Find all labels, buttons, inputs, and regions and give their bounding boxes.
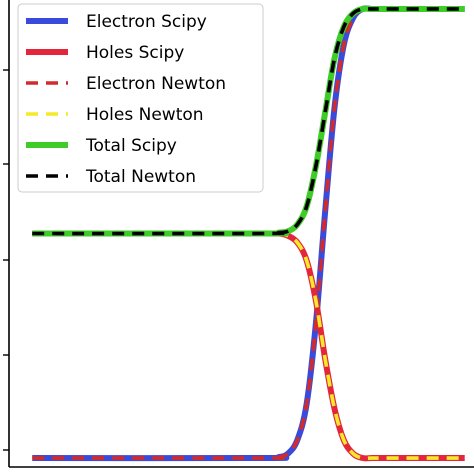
series-line-total-newton bbox=[32, 6, 465, 236]
legend-label: Electron Scipy bbox=[86, 12, 207, 32]
legend-box bbox=[17, 3, 264, 193]
legend-label: Holes Newton bbox=[86, 105, 204, 125]
series-line-electron-newton bbox=[32, 6, 465, 460]
legend-label: Total Scipy bbox=[85, 136, 177, 156]
plot-lines bbox=[32, 5, 465, 462]
axes bbox=[3, 0, 474, 468]
legend-label: Total Newton bbox=[85, 167, 196, 187]
legend: Electron Scipy Holes Scipy Electron Newton… bbox=[17, 3, 264, 193]
legend-label: Electron Newton bbox=[86, 74, 226, 94]
legend-label: Holes Scipy bbox=[86, 43, 184, 63]
